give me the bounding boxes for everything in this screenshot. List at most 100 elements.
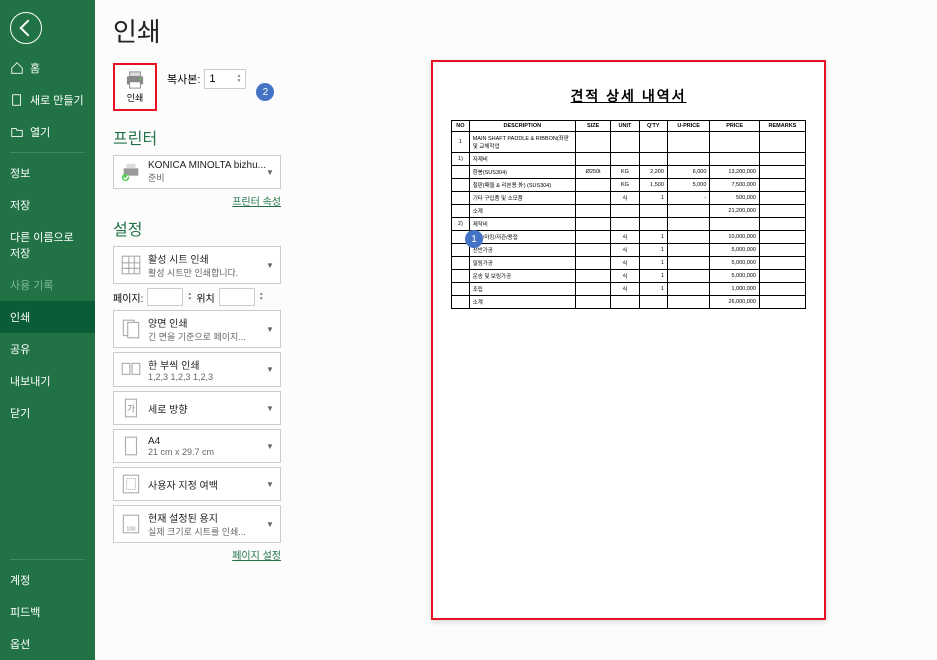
table-cell: 소계 [469,296,575,309]
chevron-down-icon: ▼ [266,520,274,529]
table-cell: 철단/마킹/저관/용접 [469,231,575,244]
setting-line1: 세로 방향 [148,401,266,416]
sidebar-label: 사용 기록 [10,277,54,293]
spinner-icon[interactable]: ▲▼ [259,292,264,302]
pages-label: 페이지: [113,290,143,305]
spinner-icon[interactable]: ▲▼ [187,292,192,302]
print-settings-panel: 인쇄 인쇄 복사본: 1 ▲▼ 2 프린터 [95,0,310,660]
table-cell: KG [611,166,639,179]
setting-line1: A4 [148,436,266,447]
chevron-down-icon: ▼ [266,442,274,451]
callout-2: 2 [256,83,274,101]
pages-to-input[interactable] [219,288,255,306]
table-row: 밀링가공식15,000,000 [452,257,806,270]
duplex-icon [120,317,142,341]
table-cell [575,218,610,231]
scaling-selector[interactable]: 100 현재 설정된 용지실제 크기로 시트를 인쇄... ▼ [113,505,281,543]
sidebar-item-close[interactable]: 닫기 [0,397,95,429]
orientation-selector[interactable]: 가 세로 방향 ▼ [113,391,281,425]
print-icon [124,71,146,89]
table-cell: 조립 [469,283,575,296]
sidebar-label: 다른 이름으로 저장 [10,229,85,261]
table-row: 2)제작비 [452,218,806,231]
chevron-down-icon: ▼ [266,480,274,489]
table-cell: 자재비 [469,153,575,166]
setting-line1: 활성 시트 인쇄 [148,251,266,266]
table-row: 운송 및 보링가공식15,000,000 [452,270,806,283]
table-cell [759,132,805,153]
sidebar-item-saveas[interactable]: 다른 이름으로 저장 [0,221,95,269]
paper-size-selector[interactable]: A421 cm x 29.7 cm ▼ [113,429,281,463]
printer-selector[interactable]: KONICA MINOLTA bizhu... 준비 ▼ [113,155,281,189]
table-cell: 10,000,000 [710,231,760,244]
table-cell: 2,200 [639,166,667,179]
margins-selector[interactable]: 사용자 지정 여백 ▼ [113,467,281,501]
setting-line1: 사용자 지정 여백 [148,477,266,492]
spinner-icon[interactable]: ▲▼ [236,74,241,84]
sidebar-item-open[interactable]: 열기 [0,116,95,148]
table-cell [667,296,709,309]
table-cell [575,231,610,244]
table-row: 소계21,200,000 [452,205,806,218]
portrait-icon: 가 [120,396,142,420]
table-cell [667,283,709,296]
table-cell [452,205,470,218]
sidebar-item-save[interactable]: 저장 [0,189,95,221]
sidebar-item-print[interactable]: 인쇄 [0,301,95,333]
sidebar-item-feedback[interactable]: 피드백 [0,596,95,628]
table-cell: 1 [639,244,667,257]
sidebar-item-new[interactable]: 새로 만들기 [0,84,95,116]
table-header-cell: DESCRIPTION [469,121,575,132]
back-button[interactable] [10,12,42,44]
table-cell [639,153,667,166]
table-cell: KG [611,179,639,192]
table-cell: 5,000,000 [710,257,760,270]
table-cell [575,244,610,257]
table-cell [759,296,805,309]
table-cell [452,166,470,179]
table-cell [575,205,610,218]
table-cell: 환봉(SUS304) [469,166,575,179]
sidebar-label: 공유 [10,341,30,357]
table-cell: 기타 구입품 및 소모품 [469,192,575,205]
sidebar-item-share[interactable]: 공유 [0,333,95,365]
setting-line2: 긴 면을 기준으로 페이지... [148,330,266,343]
table-row: 환봉(SUS304)Ø250tKG2,2006,00013,200,000 [452,166,806,179]
sidebar-item-home[interactable]: 홈 [0,52,95,84]
document-title: 견적 상세 내역서 [451,86,806,106]
table-cell [611,296,639,309]
table-cell [710,153,760,166]
print-button[interactable]: 인쇄 [113,63,157,111]
page-setup-link[interactable]: 페이지 설정 [113,547,281,562]
table-cell: 26,000,000 [710,296,760,309]
sidebar-label: 홈 [30,60,40,76]
table-cell [639,218,667,231]
preview-page: 견적 상세 내역서 NODESCRIPTIONSIZEUNITQ'TYU-PRI… [431,60,826,620]
collate-selector[interactable]: 한 부씩 인쇄1,2,3 1,2,3 1,2,3 ▼ [113,352,281,387]
print-what-selector[interactable]: 활성 시트 인쇄활성 시트만 인쇄합니다. ▼ [113,246,281,284]
sidebar-item-options[interactable]: 옵션 [0,628,95,660]
table-cell: 식 [611,192,639,205]
table-cell: 1,500 [639,179,667,192]
main-content: 인쇄 인쇄 복사본: 1 ▲▼ 2 프린터 [95,0,937,660]
table-cell: 7,500,000 [710,179,760,192]
table-cell [639,132,667,153]
page-title: 인쇄 [113,12,310,49]
pages-from-input[interactable] [147,288,183,306]
table-cell [667,153,709,166]
sidebar-item-account[interactable]: 계정 [0,564,95,596]
copies-input[interactable]: 1 ▲▼ [204,69,246,89]
chevron-down-icon: ▼ [266,404,274,413]
duplex-selector[interactable]: 양면 인쇄긴 면을 기준으로 페이지... ▼ [113,310,281,348]
chevron-down-icon: ▼ [266,261,274,270]
table-cell [759,218,805,231]
sidebar-item-export[interactable]: 내보내기 [0,365,95,397]
table-cell: 식 [611,283,639,296]
printer-properties-link[interactable]: 프린터 속성 [113,193,281,208]
margins-icon [120,472,142,496]
table-cell: 1,000,000 [710,283,760,296]
sidebar-item-info[interactable]: 정보 [0,157,95,189]
table-cell [575,296,610,309]
collate-icon [120,358,142,382]
table-cell: 선반가공 [469,244,575,257]
